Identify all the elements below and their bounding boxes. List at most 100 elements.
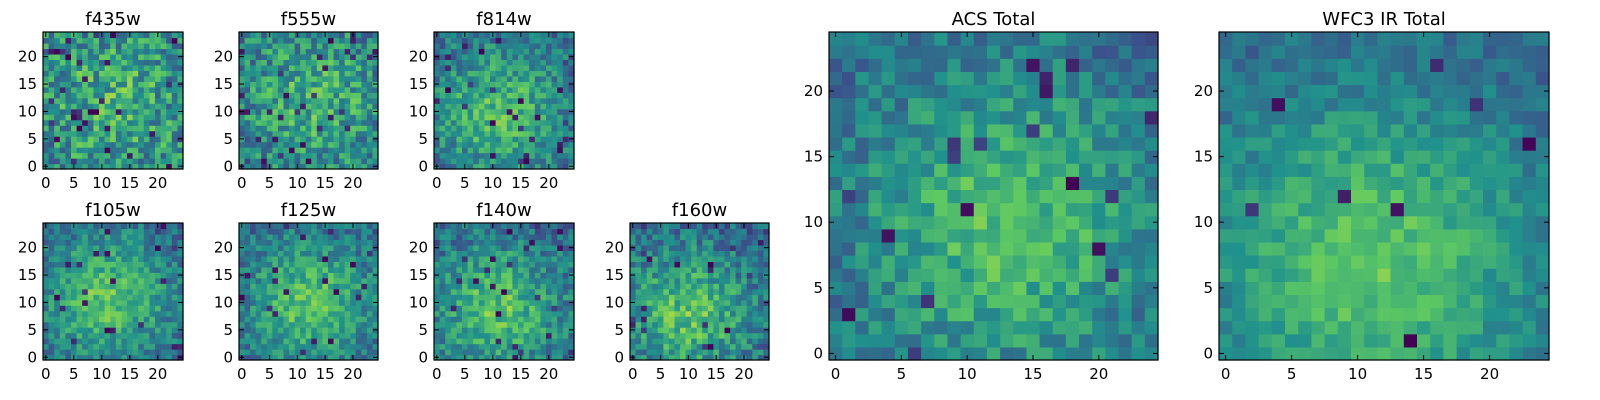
heatmap-cell [244, 125, 251, 132]
heatmap-cell [646, 239, 653, 246]
heatmap-cell [506, 48, 513, 55]
heatmap-cell [718, 288, 726, 295]
heatmap-cell [239, 147, 246, 154]
heatmap-cell [685, 299, 692, 306]
heatmap-cell [523, 338, 530, 345]
heatmap-cell [450, 288, 457, 295]
heatmap-cell [250, 108, 257, 115]
heatmap-cell [546, 343, 553, 350]
heatmap-cell [76, 37, 83, 44]
heatmap-cell [322, 152, 329, 159]
heatmap-cell [339, 299, 346, 306]
heatmap-cell [361, 321, 368, 328]
heatmap-cell [495, 343, 502, 350]
heatmap-cell [155, 299, 162, 306]
heatmap-cell [171, 108, 178, 115]
heatmap-cell [652, 228, 659, 235]
heatmap-cell [115, 272, 122, 279]
heatmap-cell [143, 261, 150, 268]
heatmap-cell [289, 37, 296, 44]
heatmap-cell [546, 103, 553, 110]
heatmap-cell [523, 147, 530, 154]
heatmap-cell [355, 114, 362, 121]
heatmap-cell [87, 310, 94, 317]
heatmap-cell [65, 277, 72, 284]
heatmap-cell [506, 81, 513, 88]
heatmap-cell [54, 147, 61, 154]
heatmap-cell [160, 228, 167, 235]
heatmap-cell [551, 114, 558, 121]
heatmap-cell [551, 233, 558, 241]
heatmap-cell [333, 283, 340, 290]
heatmap-cell [540, 119, 547, 126]
heatmap-cell [121, 152, 128, 159]
heatmap-cell [99, 97, 106, 104]
heatmap-cell [82, 81, 89, 88]
heatmap-cell [1026, 255, 1041, 269]
heatmap-cell [104, 147, 111, 154]
y-tick-label: 5 [223, 130, 233, 148]
heatmap-cell [707, 343, 714, 350]
heatmap-cell [546, 48, 553, 55]
heatmap-cell [48, 283, 55, 290]
heatmap-cell [115, 283, 122, 290]
heatmap-cell [266, 125, 273, 132]
heatmap-cell [501, 119, 508, 126]
heatmap-cell [132, 152, 139, 159]
heatmap-cell [512, 59, 519, 66]
heatmap-cell [450, 316, 457, 323]
heatmap-cell [76, 136, 83, 143]
heatmap-cell [350, 81, 357, 88]
heatmap-cell [663, 316, 670, 323]
heatmap-cell [450, 266, 457, 273]
heatmap-cell [71, 316, 78, 323]
heatmap-cell [540, 327, 547, 334]
heatmap-cell [132, 332, 139, 339]
heatmap-cell [305, 327, 312, 334]
heatmap-cell [155, 266, 162, 273]
heatmap-cell [663, 272, 670, 279]
heatmap-cell [1065, 268, 1080, 282]
heatmap-cell [456, 108, 463, 115]
heatmap-cell [495, 81, 502, 88]
heatmap-cell [344, 299, 351, 306]
heatmap-cell [855, 215, 870, 230]
heatmap-cell [110, 349, 117, 356]
heatmap-cell [646, 255, 653, 262]
heatmap-cell [104, 86, 111, 93]
heatmap-cell [763, 338, 770, 345]
heatmap-cell [646, 349, 653, 356]
heatmap-cell [557, 125, 564, 132]
heatmap-cell [149, 53, 156, 60]
heatmap-cell [93, 354, 100, 361]
heatmap-cell [696, 299, 703, 306]
heatmap-cell [166, 310, 173, 317]
heatmap-cell [540, 59, 547, 66]
heatmap-cell [523, 125, 530, 132]
heatmap-cell [763, 310, 770, 317]
heatmap-cell [685, 283, 692, 290]
heatmap-cell [65, 288, 72, 295]
heatmap-cell [434, 283, 441, 290]
heatmap-cell [450, 321, 457, 328]
heatmap-cell [255, 321, 262, 328]
heatmap-cell [1000, 281, 1014, 295]
heatmap-cell [462, 158, 469, 165]
heatmap-cell [244, 250, 251, 257]
heatmap-cell [87, 327, 94, 334]
heatmap-cell [59, 239, 66, 246]
heatmap-cell [65, 163, 72, 170]
heatmap-cell [76, 81, 83, 88]
heatmap-cell [311, 255, 318, 262]
heatmap-cell [439, 114, 446, 121]
heatmap-cell [43, 343, 50, 350]
heatmap-cell [506, 70, 513, 77]
heatmap-cell [674, 239, 681, 246]
heatmap-cell [93, 42, 100, 50]
heatmap-cell [87, 321, 94, 328]
heatmap-cell [355, 294, 362, 301]
heatmap-cell [127, 64, 134, 71]
heatmap-cell [685, 316, 692, 323]
heatmap-cell [272, 261, 279, 268]
heatmap-cell [127, 114, 134, 121]
